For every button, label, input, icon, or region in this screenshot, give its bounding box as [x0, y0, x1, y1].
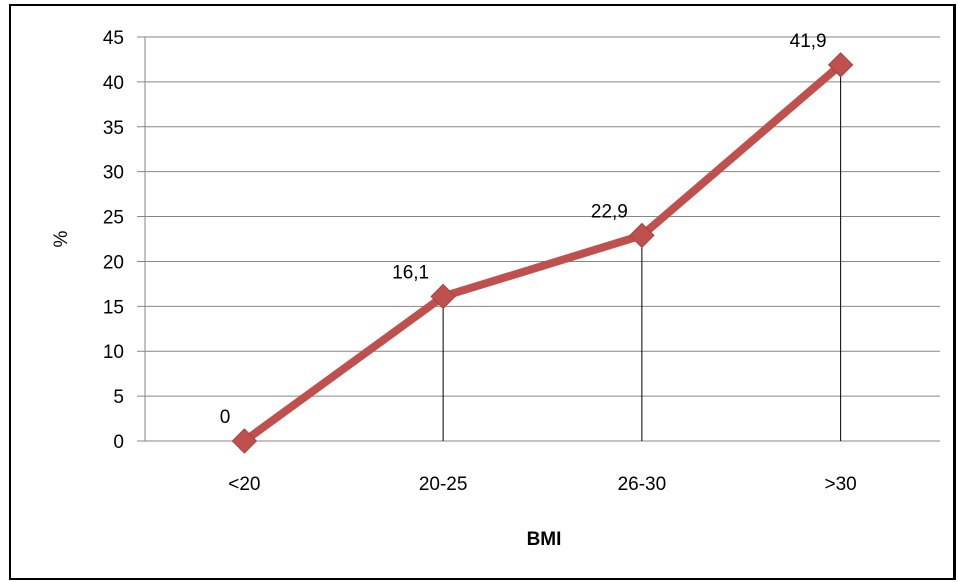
drop-lines: [442, 64, 842, 441]
series-line: [240, 60, 845, 445]
data-label: 16,1: [392, 262, 429, 283]
y-axis-tick-labels: 0 5 10 15 20 25 30 35 40 45: [103, 28, 124, 453]
y-tick-label: 15: [103, 297, 124, 318]
x-axis-tick-labels: <20 20-25 26-30 >30: [228, 474, 856, 495]
y-tick-label: 10: [103, 342, 124, 363]
y-tick-label: 30: [103, 163, 124, 184]
x-tick-label: 26-30: [618, 474, 667, 495]
y-tick-label: 25: [103, 208, 124, 229]
series-markers: [231, 52, 854, 454]
y-axis-title: %: [51, 230, 72, 247]
y-tick-label: 5: [113, 387, 124, 408]
data-label: 22,9: [591, 201, 628, 222]
data-point-marker: [827, 52, 854, 78]
x-tick-label: <20: [228, 474, 260, 495]
data-point-marker: [430, 283, 456, 310]
data-point-marker: [231, 428, 258, 454]
y-tick-label: 0: [113, 432, 124, 453]
y-tick-label: 45: [103, 28, 124, 49]
data-point-marker: [629, 222, 655, 249]
y-tick-label: 20: [103, 252, 124, 273]
gridlines: [137, 36, 940, 442]
series-line-path: [240, 60, 845, 445]
x-tick-label: 20-25: [419, 474, 468, 495]
y-tick-label: 35: [103, 118, 124, 139]
data-label: 41,9: [790, 31, 827, 52]
y-tick-label: 40: [103, 73, 124, 94]
x-axis-title: BMI: [527, 529, 562, 550]
data-label: 0: [220, 407, 231, 428]
x-tick-label: >30: [825, 474, 857, 495]
data-labels: 0 16,1 22,9 41,9: [220, 31, 827, 428]
